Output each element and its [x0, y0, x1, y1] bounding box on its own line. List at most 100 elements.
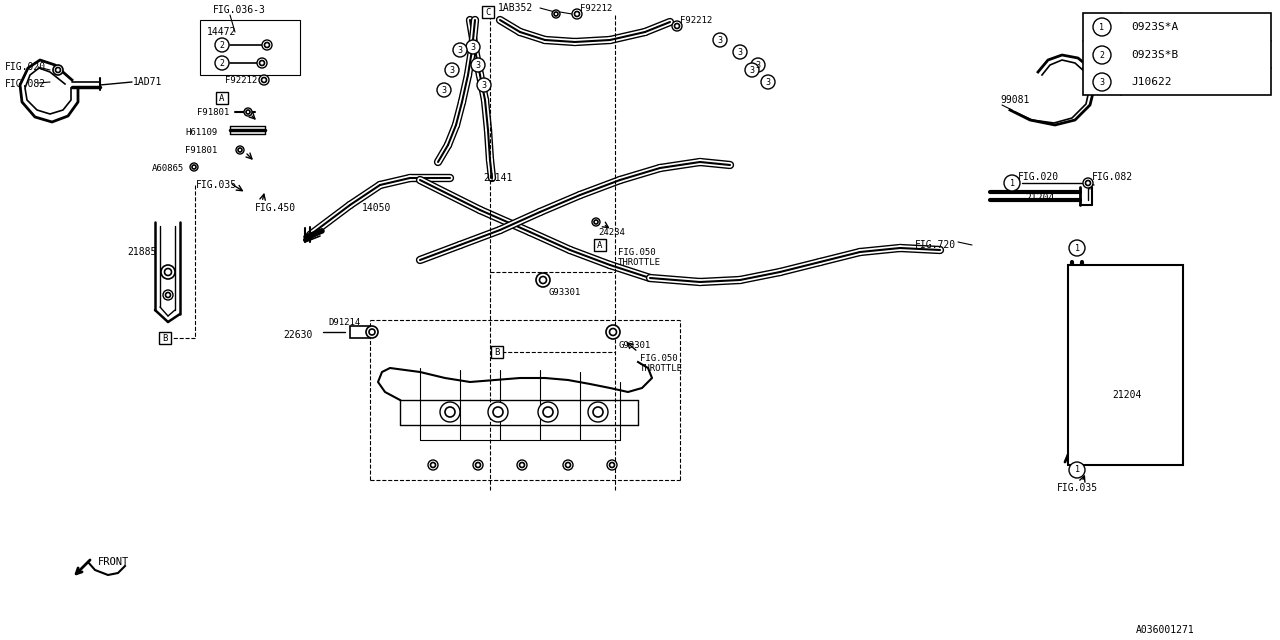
Circle shape	[445, 407, 454, 417]
Text: F92212: F92212	[680, 15, 712, 24]
Circle shape	[1093, 18, 1111, 36]
Text: THROTTLE: THROTTLE	[640, 364, 684, 372]
Circle shape	[474, 460, 483, 470]
Circle shape	[163, 290, 173, 300]
Circle shape	[215, 56, 229, 70]
Circle shape	[192, 165, 196, 169]
Text: FIG.035: FIG.035	[196, 180, 237, 190]
Text: 1: 1	[1074, 465, 1079, 474]
Circle shape	[246, 110, 250, 114]
Circle shape	[466, 40, 480, 54]
Circle shape	[593, 218, 600, 226]
Circle shape	[238, 148, 242, 152]
Text: F92212: F92212	[225, 76, 257, 84]
Circle shape	[428, 460, 438, 470]
Circle shape	[161, 265, 175, 279]
Circle shape	[572, 9, 582, 19]
Circle shape	[575, 12, 580, 17]
Text: 1AB352: 1AB352	[498, 3, 534, 13]
Text: 3: 3	[765, 77, 771, 86]
Circle shape	[733, 45, 748, 59]
Text: FIG.036-3: FIG.036-3	[212, 5, 266, 15]
Circle shape	[440, 402, 460, 422]
Text: THROTTLE: THROTTLE	[618, 257, 660, 266]
Text: 14050: 14050	[362, 203, 392, 213]
Text: 2: 2	[219, 40, 224, 49]
Circle shape	[165, 269, 172, 275]
Text: 0923S*A: 0923S*A	[1132, 22, 1179, 32]
Circle shape	[244, 108, 252, 116]
Circle shape	[488, 402, 508, 422]
Circle shape	[1085, 180, 1091, 186]
Text: 3: 3	[442, 86, 447, 95]
Text: FIG.450: FIG.450	[255, 203, 296, 213]
Text: 1: 1	[1010, 179, 1015, 188]
Circle shape	[762, 75, 774, 89]
Text: 3: 3	[449, 65, 454, 74]
Text: 3: 3	[471, 42, 475, 51]
Text: 21204: 21204	[1025, 193, 1055, 203]
Text: 3: 3	[718, 35, 722, 45]
Circle shape	[471, 58, 485, 72]
Circle shape	[257, 58, 268, 68]
Circle shape	[1093, 46, 1111, 64]
Circle shape	[52, 65, 63, 75]
Text: A: A	[598, 241, 603, 250]
Text: 3: 3	[1100, 77, 1105, 86]
Text: 0923S*B: 0923S*B	[1132, 50, 1179, 60]
Text: 24234: 24234	[598, 227, 625, 237]
Circle shape	[475, 463, 480, 467]
Circle shape	[607, 460, 617, 470]
Text: G93301: G93301	[618, 340, 650, 349]
Circle shape	[520, 463, 525, 467]
Circle shape	[189, 163, 198, 171]
Text: F92212: F92212	[580, 3, 612, 13]
Bar	[1068, 265, 1183, 465]
Text: B: B	[163, 333, 168, 342]
Text: FRONT: FRONT	[99, 557, 129, 567]
Text: H61109: H61109	[186, 127, 218, 136]
Text: 1: 1	[1100, 22, 1105, 31]
Circle shape	[260, 61, 265, 65]
Text: C: C	[485, 8, 490, 17]
Circle shape	[745, 63, 759, 77]
Text: J10622: J10622	[1132, 77, 1171, 87]
Circle shape	[552, 10, 561, 18]
Circle shape	[262, 40, 273, 50]
Circle shape	[453, 43, 467, 57]
Bar	[492, 346, 503, 358]
Bar	[216, 92, 228, 104]
Text: 3: 3	[457, 45, 462, 54]
Text: A: A	[219, 93, 225, 102]
Text: A60865: A60865	[152, 163, 184, 173]
Circle shape	[493, 407, 503, 417]
Circle shape	[554, 12, 558, 16]
Text: 99081: 99081	[1000, 95, 1029, 105]
Bar	[159, 332, 172, 344]
Circle shape	[215, 38, 229, 52]
Text: FIG.720: FIG.720	[915, 240, 956, 250]
Circle shape	[593, 407, 603, 417]
Text: 1: 1	[1074, 243, 1079, 253]
Circle shape	[563, 460, 573, 470]
Circle shape	[539, 276, 547, 284]
Bar	[200, 20, 300, 75]
Circle shape	[430, 463, 435, 467]
Circle shape	[236, 146, 244, 154]
Circle shape	[366, 326, 378, 338]
Circle shape	[265, 42, 270, 47]
Text: FIG.050: FIG.050	[640, 353, 677, 362]
Circle shape	[261, 77, 266, 83]
Text: 21885: 21885	[127, 247, 156, 257]
Text: 1AD71: 1AD71	[133, 77, 163, 87]
Circle shape	[543, 407, 553, 417]
Circle shape	[369, 329, 375, 335]
Circle shape	[165, 292, 170, 298]
Circle shape	[1083, 178, 1093, 188]
Circle shape	[609, 463, 614, 467]
Circle shape	[1004, 175, 1020, 191]
Circle shape	[538, 402, 558, 422]
Text: FIG.020: FIG.020	[5, 62, 46, 72]
Text: FIG.050: FIG.050	[618, 248, 655, 257]
Text: 2: 2	[219, 58, 224, 67]
